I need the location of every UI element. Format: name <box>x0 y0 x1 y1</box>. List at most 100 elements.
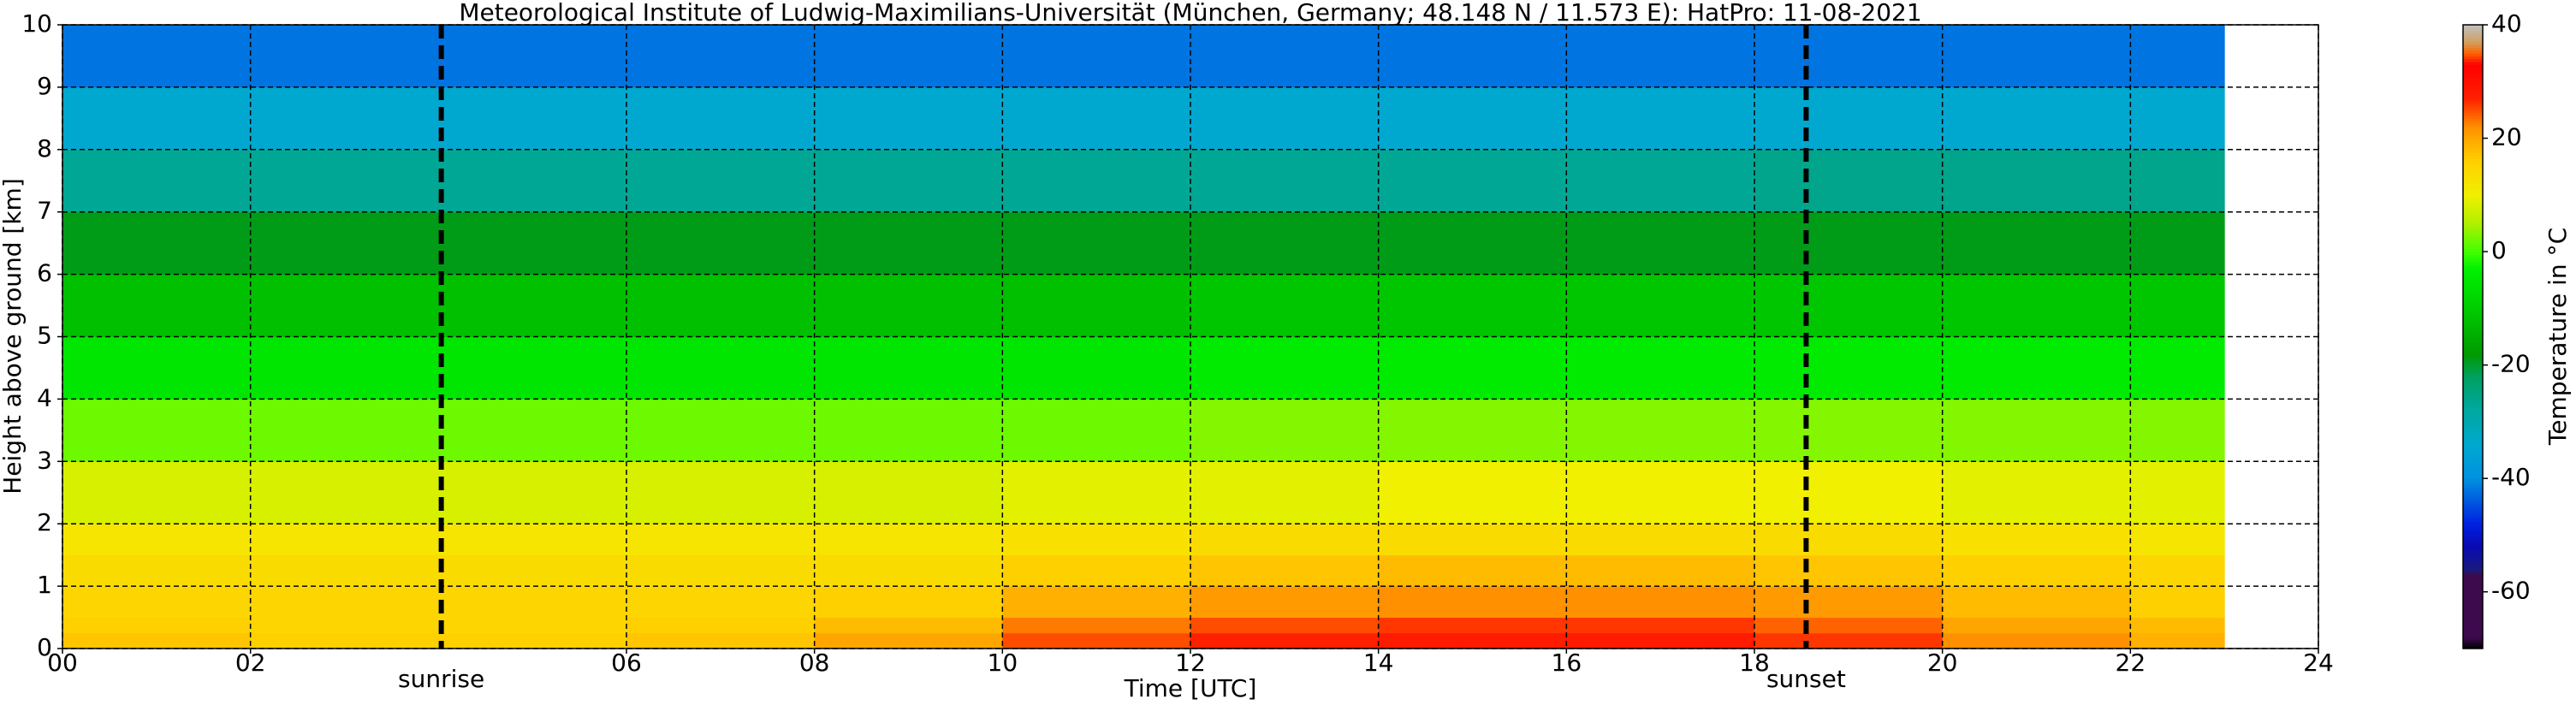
heat-cell <box>1378 274 1567 337</box>
heat-cell <box>1754 86 1944 151</box>
colorbar-segment <box>2463 495 2483 499</box>
colorbar-segment <box>2463 441 2483 445</box>
colorbar-segment <box>2463 209 2483 213</box>
colorbar-segment <box>2463 466 2483 471</box>
heat-cell <box>62 524 252 556</box>
colorbar-segment <box>2463 144 2483 147</box>
colorbar-tick-label: 20 <box>2491 123 2522 151</box>
colorbar-segment <box>2463 274 2483 278</box>
heat-cell <box>1190 617 1380 634</box>
heat-cell <box>1754 586 1944 619</box>
colorbar-segment <box>2463 515 2483 519</box>
heat-cell <box>1002 25 1191 88</box>
heat-cell <box>250 274 439 337</box>
colorbar-segment <box>2463 175 2483 179</box>
colorbar-segment <box>2463 509 2483 513</box>
heat-cell <box>2130 554 2225 587</box>
heat-cell <box>1754 524 1944 556</box>
heat-cell <box>1566 336 1755 400</box>
colorbar-segment <box>2463 280 2483 284</box>
colorbar-segment <box>2463 563 2483 567</box>
heat-cell <box>1942 617 2131 634</box>
colorbar-segment <box>2463 591 2483 595</box>
heat-cell <box>1942 461 2131 524</box>
colorbar-segment <box>2463 317 2483 321</box>
colorbar-segment <box>2463 265 2483 270</box>
heat-cell <box>1190 554 1380 587</box>
colorbar-segment <box>2463 529 2483 533</box>
heat-cell <box>2130 274 2225 337</box>
colorbar-segment <box>2463 478 2483 482</box>
heat-cell <box>1190 274 1380 337</box>
heat-cell <box>1566 211 1755 275</box>
colorbar-segment <box>2463 152 2483 156</box>
colorbar-segment <box>2463 433 2483 436</box>
colorbar-segment <box>2463 606 2483 610</box>
heat-cell <box>1942 86 2131 151</box>
heat-cell <box>1002 524 1191 556</box>
heat-cell <box>250 399 439 462</box>
heat-cell <box>814 274 1003 337</box>
event-label: sunrise <box>398 665 484 693</box>
colorbar-segment <box>2463 110 2483 114</box>
heat-cell <box>626 274 816 337</box>
colorbar-segment <box>2463 308 2483 312</box>
colorbar-segment <box>2463 362 2483 366</box>
heat-cell <box>438 586 627 619</box>
colorbar-segment <box>2463 291 2483 295</box>
colorbar-segment <box>2463 157 2483 162</box>
colorbar-segment <box>2463 271 2483 275</box>
heat-cell <box>1754 211 1944 275</box>
heat-cell <box>1378 149 1567 213</box>
colorbar-segment <box>2463 475 2483 479</box>
colorbar-segment <box>2463 25 2483 28</box>
colorbar-segment <box>2463 614 2483 619</box>
colorbar-segment <box>2463 597 2483 601</box>
plot-frame <box>62 24 2319 649</box>
colorbar-segment <box>2463 330 2483 335</box>
heat-cell <box>1002 86 1191 151</box>
colorbar-segment <box>2463 589 2483 593</box>
heat-cell <box>1942 149 2131 213</box>
colorbar-segment <box>2463 435 2483 440</box>
colorbar-segment <box>2463 222 2483 227</box>
colorbar-segment <box>2463 226 2483 230</box>
event-label: sunset <box>1766 665 1846 693</box>
colorbar-segment <box>2463 81 2483 86</box>
colorbar-segment <box>2463 602 2483 607</box>
heat-cell <box>1378 524 1567 556</box>
colorbar-segment <box>2463 364 2483 369</box>
colorbar-segment <box>2463 98 2483 102</box>
colorbar-tick-label: -40 <box>2491 463 2531 491</box>
heat-cell <box>1942 211 2131 275</box>
heat-cell <box>1754 632 1944 649</box>
heat-cell <box>1190 211 1380 275</box>
colorbar-segment <box>2463 200 2483 204</box>
colorbar-segment <box>2463 252 2483 255</box>
colorbar-segment <box>2463 146 2483 151</box>
colorbar-segment <box>2463 92 2483 97</box>
colorbar-segment <box>2463 181 2483 185</box>
heat-cell <box>1190 461 1380 524</box>
colorbar-segment <box>2463 623 2483 626</box>
colorbar-segment <box>2463 617 2483 621</box>
heat-cell <box>1002 632 1191 649</box>
y-axis-label: Height above ground [km] <box>0 178 27 495</box>
colorbar-segment <box>2463 257 2483 261</box>
heat-cell <box>626 149 816 213</box>
heat-cell <box>1942 524 2131 556</box>
colorbar-segment <box>2463 177 2483 181</box>
colorbar-segment <box>2463 127 2483 131</box>
y-tick-label: 9 <box>37 72 52 100</box>
colorbar-segment <box>2463 104 2483 108</box>
colorbar-segment <box>2463 416 2483 420</box>
heat-cell <box>1378 617 1567 634</box>
colorbar-segment <box>2463 595 2483 598</box>
heat-cell <box>1754 336 1944 400</box>
colorbar-segment <box>2463 444 2483 448</box>
colorbar-segment <box>2463 342 2483 346</box>
colorbar-segment <box>2463 526 2483 530</box>
y-tick-label: 10 <box>21 9 52 38</box>
heat-cell <box>814 211 1003 275</box>
